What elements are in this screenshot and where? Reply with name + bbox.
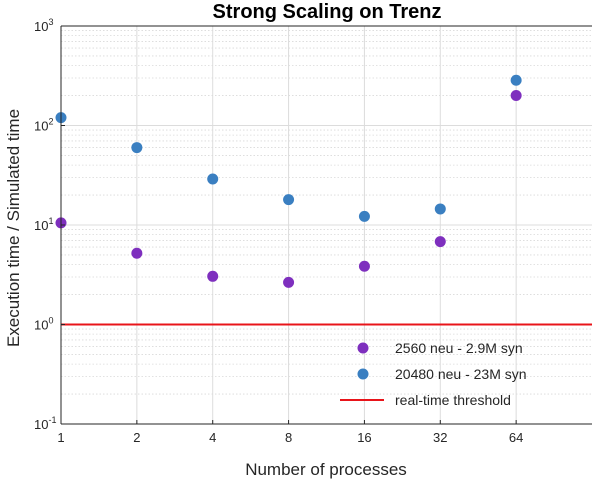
x-tick-label: 1 xyxy=(57,430,64,445)
data-point xyxy=(131,142,143,154)
y-tick-label: 101 xyxy=(34,216,53,233)
data-point xyxy=(434,203,446,215)
series-1 xyxy=(55,90,522,288)
x-tick-label: 64 xyxy=(509,430,523,445)
legend-label: real-time threshold xyxy=(395,392,511,408)
series-2 xyxy=(55,74,522,222)
x-tick-label: 32 xyxy=(433,430,447,445)
data-point xyxy=(358,210,370,222)
x-axis-label: Number of processes xyxy=(245,460,407,479)
data-point xyxy=(358,260,370,272)
data-point xyxy=(510,74,522,86)
minor-gridlines xyxy=(61,30,592,395)
x-tick-label: 2 xyxy=(133,430,140,445)
x-tick-labels: 1 2 4 8 16 32 64 xyxy=(57,420,523,445)
data-point xyxy=(510,90,522,102)
legend-label: 20480 neu - 23M syn xyxy=(395,366,527,382)
y-tick-label: 103 xyxy=(34,17,53,34)
legend-marker xyxy=(357,342,369,354)
data-point xyxy=(283,276,295,288)
legend-label: 2560 neu - 2.9M syn xyxy=(395,340,523,356)
y-tick-labels: 10-1 100 101 102 103 xyxy=(34,17,65,432)
legend: 2560 neu - 2.9M syn 20480 neu - 23M syn re… xyxy=(340,340,527,408)
y-axis-label: Execution time / Simulated time xyxy=(4,109,23,347)
data-point xyxy=(131,247,143,259)
data-point xyxy=(207,173,219,185)
y-tick-label: 102 xyxy=(34,117,53,134)
y-tick-label: 100 xyxy=(34,316,53,333)
data-series xyxy=(55,74,522,288)
x-tick-label: 16 xyxy=(357,430,371,445)
data-point xyxy=(207,270,219,282)
data-point xyxy=(283,194,295,206)
data-point xyxy=(434,236,446,248)
chart-title: Strong Scaling on Trenz xyxy=(213,1,442,23)
x-tick-label: 8 xyxy=(285,430,292,445)
x-tick-label: 4 xyxy=(209,430,216,445)
y-tick-label: 10-1 xyxy=(34,415,56,432)
legend-marker xyxy=(357,368,369,380)
